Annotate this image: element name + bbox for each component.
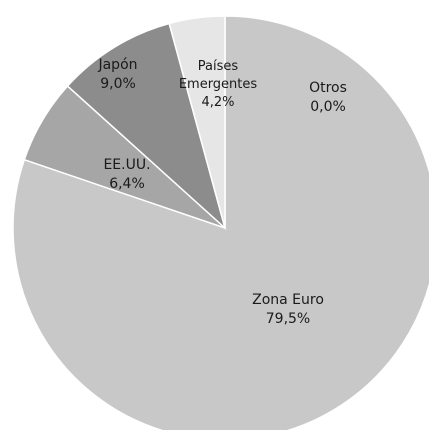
slice-value: 0,0% <box>310 99 346 115</box>
slice-value: 79,5% <box>265 311 311 327</box>
slice-label: Otros 0,0% <box>309 79 347 117</box>
slice-value: 9,0% <box>100 76 136 92</box>
pie-slice <box>66 22 227 231</box>
pie-slice <box>168 15 226 229</box>
slice-value: 4,2% <box>201 95 235 110</box>
slice-name: Otros <box>309 80 347 96</box>
slice-name: EE.UU. <box>103 157 151 173</box>
slice-label: Zona Euro 79,5% <box>252 291 324 329</box>
slice-label: EE.UU. 6,4% <box>103 156 150 194</box>
slice-name: Zona Euro <box>252 292 324 308</box>
pie-slice <box>12 15 429 430</box>
slice-label: Países Emergentes 4,2% <box>173 58 263 112</box>
slice-name: Japón <box>98 57 138 73</box>
slice-value: 6,4% <box>109 176 145 192</box>
slice-name: Países Emergentes <box>178 59 258 92</box>
slice-label: Japón 9,0% <box>98 56 137 94</box>
